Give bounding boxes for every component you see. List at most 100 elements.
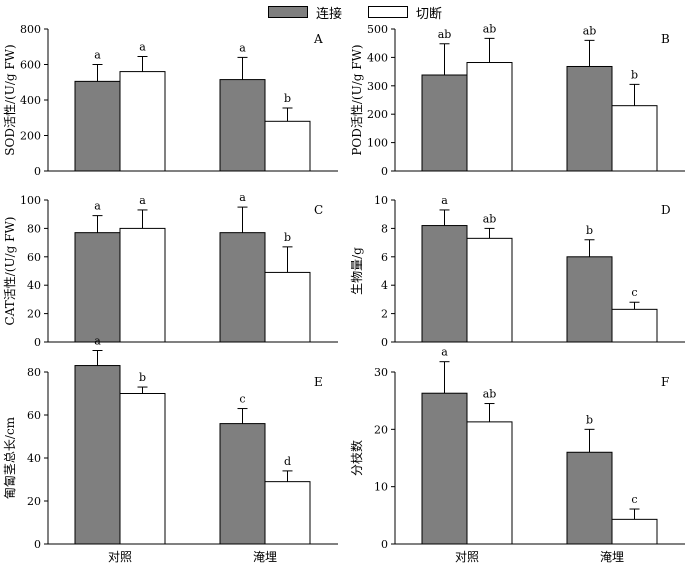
panel-c-y-tick-label: 80 — [27, 222, 41, 235]
panel-a-bar-buried-cut — [264, 120, 311, 172]
panel-c-y-tick-label: 0 — [34, 336, 41, 349]
panel-a-significance-letter: a — [239, 41, 246, 54]
panel-a-y-tick-label: 600 — [20, 59, 41, 72]
panel-c-y-tick-label: 40 — [27, 279, 41, 292]
panel-e-category-label: 淹埋 — [253, 550, 277, 564]
panel-f-bar-control-connected — [421, 392, 468, 545]
panel-c-significance-letter: b — [284, 231, 291, 244]
panel-f-label: F — [661, 375, 669, 389]
panel-d-significance-letter: a — [441, 194, 448, 207]
legend-item-cut: 切断 — [368, 4, 443, 22]
panel-d-bar-control-connected — [421, 225, 468, 343]
panel-c-significance-letter: a — [239, 191, 246, 204]
panel-e-significance-letter: b — [139, 371, 146, 384]
panel-e-y-tick-label: 40 — [27, 452, 41, 465]
legend-label-connected: 连接 — [316, 6, 343, 22]
panel-f-y-axis-title: 分枝数 — [349, 440, 364, 476]
panel-f-significance-letter: ab — [483, 388, 497, 401]
panel-c-bar-control-cut — [119, 227, 166, 343]
panel-e-significance-letter: c — [239, 393, 245, 406]
panel-a-y-tick-label: 200 — [20, 130, 41, 143]
panel-e-y-tick-label: 20 — [27, 495, 41, 508]
legend: 连接 切断 — [0, 0, 693, 22]
panel-b-y-tick-label: 300 — [367, 80, 388, 93]
panel-d-significance-letter: b — [586, 224, 593, 237]
panel-e-y-tick-label: 0 — [34, 538, 41, 551]
panel-c-bar-control-connected — [74, 232, 121, 343]
panel-d-y-tick-label: 8 — [381, 222, 388, 235]
panel-f-y-tick-label: 30 — [374, 366, 388, 379]
panel-d-y-tick-label: 4 — [381, 279, 388, 292]
panel-e-bar-buried-cut — [264, 481, 311, 545]
panel-f-bar-buried-connected — [566, 451, 613, 545]
panel-b-y-tick-label: 100 — [367, 137, 388, 150]
panel-d-y-tick-label: 6 — [381, 251, 388, 264]
panel-f-significance-letter: b — [586, 413, 593, 426]
panel-d-significance-letter: c — [631, 286, 637, 299]
legend-swatch-connected — [268, 6, 308, 18]
panel-b-y-tick-label: 500 — [367, 23, 388, 36]
panel-c-significance-letter: a — [94, 200, 101, 213]
panel-f-y-tick-label: 20 — [374, 423, 388, 436]
panel-d-label: D — [661, 203, 671, 217]
panel-a-y-tick-label: 400 — [20, 94, 41, 107]
panel-b-significance-letter: b — [631, 68, 638, 81]
panel-b-significance-letter: ab — [483, 22, 497, 35]
panel-c-bar-buried-connected — [219, 232, 266, 343]
panel-c-y-tick-label: 20 — [27, 308, 41, 321]
panel-b-y-tick-label: 0 — [381, 165, 388, 178]
panel-c-y-tick-label: 60 — [27, 251, 41, 264]
panel-e-y-axis-title: 匍匐茎总长/cm — [2, 416, 17, 499]
panel-e-category-label: 对照 — [108, 550, 132, 564]
panel-f-y-tick-label: 0 — [381, 538, 388, 551]
panel-e-bar-control-connected — [74, 365, 121, 545]
panel-a-significance-letter: b — [284, 92, 291, 105]
panel-c-label: C — [314, 203, 323, 217]
panel-f-y-tick-label: 10 — [374, 481, 388, 494]
panel-d-significance-letter: ab — [483, 212, 497, 225]
panel-a-bar-control-connected — [74, 80, 121, 172]
panel-a-y-tick-label: 0 — [34, 165, 41, 178]
panel-e-bar-buried-connected — [219, 423, 266, 545]
panel-d-bar-control-cut — [466, 237, 513, 343]
panel-f-bar-buried-cut — [611, 518, 658, 545]
panel-c-significance-letter: a — [139, 194, 146, 207]
panel-b-y-tick-label: 400 — [367, 51, 388, 64]
panel-e-label: E — [314, 375, 323, 389]
panel-b-significance-letter: ab — [438, 28, 452, 41]
panel-a-bar-buried-connected — [219, 79, 266, 172]
panel-c-y-axis-title: CAT活性/(U/g FW) — [3, 217, 17, 326]
panel-a-y-axis-title: SOD活性/(U/g FW) — [3, 44, 17, 155]
panel-a-label: A — [313, 32, 323, 46]
panel-c-y-tick-label: 100 — [20, 194, 41, 207]
panel-f-category-label: 对照 — [455, 550, 479, 564]
panel-e-bar-control-cut — [119, 393, 166, 545]
panel-c-bar-buried-cut — [264, 271, 311, 343]
panel-e-significance-letter: a — [94, 335, 101, 348]
panel-e-y-tick-label: 60 — [27, 409, 41, 422]
panel-f-bar-control-cut — [466, 421, 513, 545]
panel-d-bar-buried-connected — [566, 256, 613, 343]
panel-b-bar-control-cut — [466, 62, 513, 172]
panel-b-bar-control-connected — [421, 74, 468, 172]
panel-e-y-tick-label: 80 — [27, 366, 41, 379]
legend-label-cut: 切断 — [416, 6, 443, 22]
panel-d-bar-buried-cut — [611, 308, 658, 343]
panel-f-significance-letter: a — [441, 346, 448, 359]
panel-b-label: B — [661, 32, 670, 46]
panel-a-bar-control-cut — [119, 71, 166, 172]
legend-swatch-cut — [368, 6, 408, 18]
panel-a-y-tick-label: 800 — [20, 23, 41, 36]
panel-d-y-tick-label: 10 — [374, 194, 388, 207]
panel-b-y-axis-title: POD活性/(U/g FW) — [350, 44, 364, 155]
legend-item-connected: 连接 — [268, 4, 343, 22]
panel-d-y-axis-title: 生物量/g — [350, 247, 364, 295]
panel-d-y-tick-label: 2 — [381, 308, 388, 321]
panel-a-significance-letter: a — [139, 41, 146, 54]
panel-a-significance-letter: a — [94, 49, 101, 62]
panel-d-y-tick-label: 0 — [381, 336, 388, 349]
panel-b-bar-buried-cut — [611, 105, 658, 172]
panel-f-category-label: 淹埋 — [600, 550, 624, 564]
panel-b-significance-letter: ab — [583, 24, 597, 37]
